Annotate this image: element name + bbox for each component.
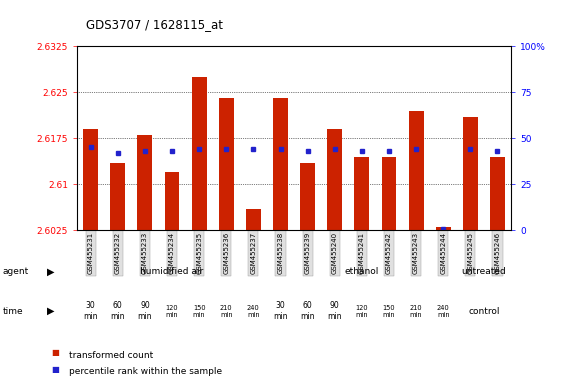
Text: control: control xyxy=(468,306,500,316)
Text: transformed count: transformed count xyxy=(69,351,153,360)
Bar xyxy=(164,172,179,230)
Bar xyxy=(192,77,207,230)
Bar xyxy=(327,129,342,230)
Text: 30
min: 30 min xyxy=(274,301,288,321)
Bar xyxy=(490,157,505,230)
Text: 240
min: 240 min xyxy=(437,305,449,318)
Text: 120
min: 120 min xyxy=(356,305,368,318)
Text: 30
min: 30 min xyxy=(83,301,98,321)
Text: 210
min: 210 min xyxy=(410,305,423,318)
Text: agent: agent xyxy=(3,267,29,276)
Text: GDS3707 / 1628115_at: GDS3707 / 1628115_at xyxy=(86,18,223,31)
Text: 90
min: 90 min xyxy=(138,301,152,321)
Text: 120
min: 120 min xyxy=(166,305,178,318)
Bar xyxy=(273,98,288,230)
Bar xyxy=(246,209,261,230)
Bar xyxy=(436,227,451,230)
Text: untreated: untreated xyxy=(461,267,506,276)
Text: humidified air: humidified air xyxy=(140,267,204,276)
Bar xyxy=(409,111,424,230)
Text: ▶: ▶ xyxy=(47,266,55,277)
Text: ▶: ▶ xyxy=(47,306,55,316)
Bar xyxy=(83,129,98,230)
Text: 60
min: 60 min xyxy=(300,301,315,321)
Bar xyxy=(138,135,152,230)
Text: 60
min: 60 min xyxy=(111,301,125,321)
Text: percentile rank within the sample: percentile rank within the sample xyxy=(69,367,222,376)
Text: ■: ■ xyxy=(51,348,59,357)
Bar xyxy=(463,117,478,230)
Text: 240
min: 240 min xyxy=(247,305,260,318)
Text: ethanol: ethanol xyxy=(345,267,379,276)
Bar xyxy=(110,163,125,230)
Text: 150
min: 150 min xyxy=(383,305,395,318)
Text: 210
min: 210 min xyxy=(220,305,232,318)
Text: ■: ■ xyxy=(51,365,59,374)
Text: 90
min: 90 min xyxy=(328,301,342,321)
Text: 150
min: 150 min xyxy=(193,305,206,318)
Bar xyxy=(300,163,315,230)
Bar xyxy=(381,157,396,230)
Bar xyxy=(355,157,369,230)
Bar xyxy=(219,98,234,230)
Text: time: time xyxy=(3,306,23,316)
